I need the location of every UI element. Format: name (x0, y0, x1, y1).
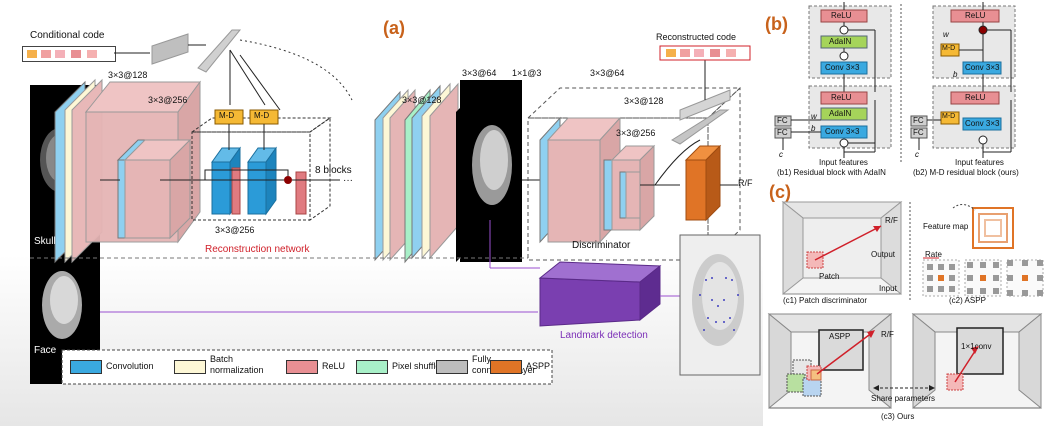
disc-kernel-3: 3×3@256 (616, 128, 656, 138)
res-relu-1 (231, 167, 241, 215)
c3-share-label: Share parameters (871, 394, 936, 403)
panel-a-letter: (a) (383, 18, 405, 38)
b1-adain-label-2: AdaIN (829, 109, 852, 118)
b2-relu-label-1: ReLU (965, 11, 986, 20)
b1-relu-label-2: ReLU (831, 93, 852, 102)
panel-a-drawing (30, 29, 761, 385)
b1-fc-label-1: FC (777, 116, 788, 125)
res-relu-2 (295, 171, 307, 215)
b2-conv-label-1: Conv 3×3 (965, 63, 1000, 72)
b1-fc-label-2: FC (777, 128, 788, 137)
c3-rf-label: R/F (881, 330, 894, 339)
b1-relu-label-1: ReLU (831, 11, 852, 20)
c3-aspp-box (818, 329, 864, 371)
b2-conv-label-2: Conv 3×3 (965, 119, 1000, 128)
b1-caption: (b1) Residual block with AdaIN (777, 168, 886, 177)
panel-b: (b) (763, 0, 1047, 180)
b2-md-label-1: M-D (942, 45, 956, 52)
b2-relu-2 (950, 91, 1000, 105)
c3-aspp-label: ASPP (829, 332, 851, 341)
b2-conv-1 (962, 61, 1002, 75)
reconstructed-code-label: Reconstructed code (656, 32, 737, 42)
b2-relu-label-2: ReLU (965, 93, 986, 102)
b1-fc-1 (774, 115, 792, 127)
kernel-label-2: 3×3@256 (148, 95, 188, 105)
c2-rate-grid-2 (964, 259, 1002, 297)
b1-conv-label-1: Conv 3×3 (825, 63, 860, 72)
b1-input-label: Input features (819, 158, 868, 167)
b2-fc-label-1: FC (913, 116, 924, 125)
ellipsis: ··· (343, 175, 353, 186)
b1-conv-label-2: Conv 3×3 (825, 127, 860, 136)
md-label-1: M-D (219, 111, 235, 120)
panel-c-drawing (767, 200, 1044, 410)
c1-caption: (c1) Patch discriminator (783, 296, 868, 305)
c1-patch-label: Patch (819, 272, 840, 281)
disc-fc (670, 109, 730, 145)
disc-kernel-2: 3×3@128 (624, 96, 664, 106)
panel-b-drawing (774, 2, 1016, 162)
kernel-label-1: 3×3@128 (108, 70, 148, 80)
b2-c-label: c (915, 150, 919, 159)
fc-layer-2 (197, 29, 242, 73)
c1-output-label: Output (871, 250, 896, 259)
b1-adain-2 (820, 107, 868, 121)
b2-conv-2 (962, 117, 1002, 131)
c2-rate-grid-3 (1006, 259, 1044, 297)
legend: Convolution Batch normalization ReLU Pix… (66, 354, 550, 380)
b2-input-label: Input features (955, 158, 1004, 167)
b1-c-label: c (779, 150, 783, 159)
disc-conv-3 (619, 171, 627, 219)
conditional-code-vector (22, 46, 116, 62)
panel-a: (a) Conditional code (0, 18, 763, 426)
kernel-label-4: 3×3@128 (402, 95, 442, 105)
c2-feature-map-label: Feature map (923, 222, 969, 231)
b2-w-label: w (943, 30, 949, 39)
blocks-label: 8 blocks (315, 165, 352, 176)
kernel-label-6: 1×1@3 (512, 68, 542, 78)
panel-b-letter: (b) (765, 14, 788, 34)
reconstruction-network-label: Reconstruction network (205, 244, 310, 255)
fc-layer-1 (151, 33, 189, 65)
md-label-2: M-D (254, 111, 270, 120)
c2-rate-label: Rate (925, 250, 942, 259)
c3-conv1x1-label: 1×1conv (961, 342, 992, 351)
c2-rate-grid-1 (922, 259, 960, 297)
c1-rf-label: R/F (885, 216, 898, 225)
b2-fc-label-2: FC (913, 128, 924, 137)
discriminator-label: Discriminator (572, 240, 631, 251)
c3-caption: (c3) Ours (881, 412, 915, 421)
b2-fc-1 (910, 115, 928, 127)
disc-conv-2 (603, 159, 613, 231)
c2-caption: (c2) ASPP (949, 296, 986, 305)
b2-md-label-2: M-D (942, 113, 956, 120)
b2-caption: (b2) M-D residual block (ours) (913, 168, 1019, 177)
c1-input-label: Input (879, 284, 897, 293)
b2-relu-1 (950, 9, 1000, 23)
kernel-label-3: 3×3@256 (215, 225, 255, 235)
kernel-label-5: 3×3@64 (462, 68, 497, 78)
landmark-detection-label: Landmark detection (560, 330, 648, 341)
b2-b-label: b (953, 70, 958, 79)
panel-c: (c) (763, 180, 1047, 426)
b1-relu-2 (820, 91, 868, 105)
disc-kernel-1: 3×3@64 (590, 68, 625, 78)
b1-b-label: b (811, 124, 816, 133)
rf-label: R/F (738, 178, 753, 188)
skull-label: Skull (34, 236, 56, 247)
conditional-code-label: Conditional code (30, 30, 105, 41)
face-label: Face (34, 345, 57, 356)
b1-w-label: w (811, 112, 817, 121)
landmark-detection-block (539, 277, 641, 327)
b1-adain-label-1: AdaIN (829, 37, 852, 46)
panel-c-letter: (c) (769, 182, 791, 202)
b2-md-2 (940, 111, 960, 125)
disc-relu-3 (625, 171, 641, 219)
